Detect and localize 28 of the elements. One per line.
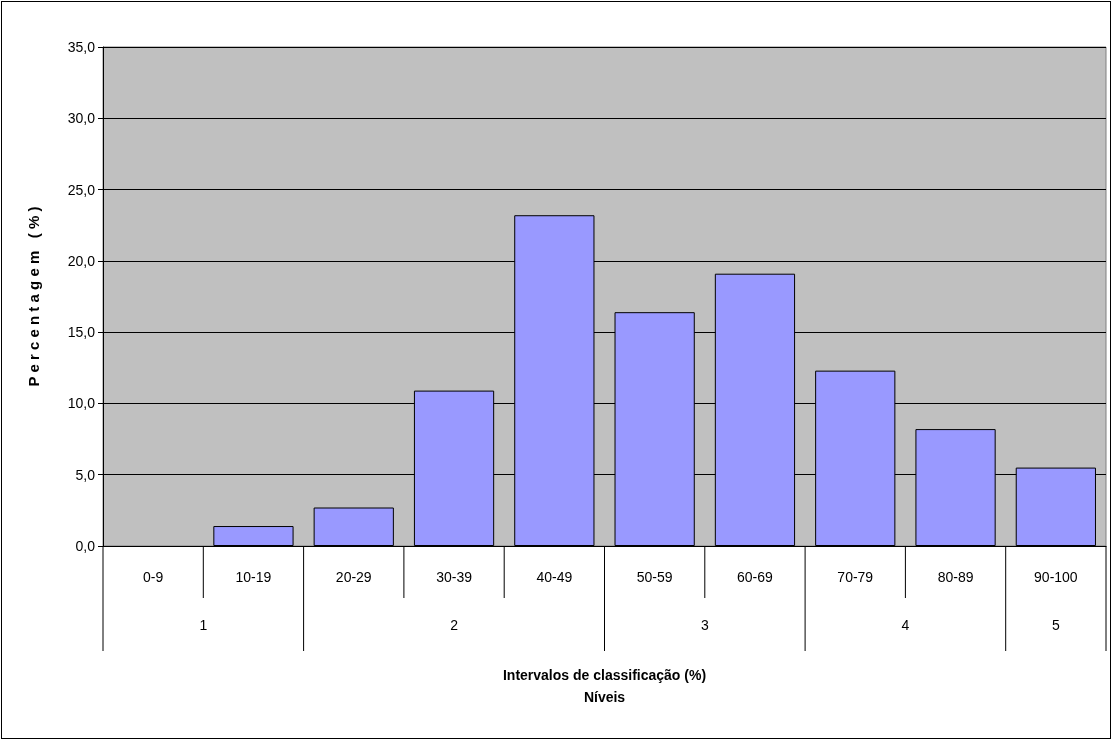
y-tick-label: 5,0	[75, 466, 96, 483]
text: 4	[901, 617, 910, 633]
text: Intervalos de classificação (%)	[502, 667, 707, 683]
x-tick-label: 60-69	[737, 569, 774, 585]
text: Níveis	[583, 689, 626, 705]
x-tick-label: 10-19	[235, 569, 272, 585]
y-tick-label: 15,0	[67, 324, 96, 341]
bar	[213, 526, 294, 546]
y-tick-label: 25,0	[67, 181, 96, 198]
bar	[313, 507, 394, 546]
text: 2	[450, 617, 459, 633]
y-tick-label: 10,0	[67, 395, 96, 412]
y-axis-title: P e r c e n t a g e m ( % )	[25, 206, 42, 387]
x-tick-label: 30-39	[436, 569, 473, 585]
text: 1	[199, 617, 208, 633]
x-tick-label: 70-79	[837, 569, 874, 585]
x-tick-label: 90-100	[1034, 569, 1078, 585]
x-tick-label: 50-59	[636, 569, 673, 585]
x-tick-label: 80-89	[937, 569, 974, 585]
y-tick-label: 35,0	[67, 39, 96, 55]
text: 5	[1051, 617, 1060, 633]
y-tick-label: 0,0	[75, 538, 96, 554]
text: 3	[700, 617, 709, 633]
x-tick-label: 0-9	[143, 569, 164, 585]
y-tick-label: 20,0	[67, 252, 96, 269]
x-tick-label: 40-49	[536, 569, 573, 585]
y-tick-label: 30,0	[67, 110, 96, 127]
x-tick-label: 20-29	[335, 569, 372, 585]
